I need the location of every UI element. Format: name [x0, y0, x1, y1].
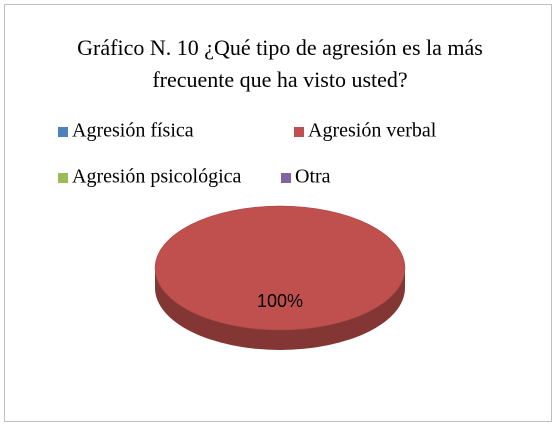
slice [154, 205, 406, 331]
data-label: 100% [257, 291, 303, 311]
legend-label: Agresión física [72, 120, 194, 142]
legend-label: Agresión verbal [308, 120, 437, 142]
legend-swatch [58, 173, 68, 183]
legend-label: Otra [295, 166, 331, 188]
legend-swatch [58, 127, 68, 137]
slice-side [155, 268, 405, 350]
chart-title: Gráfico N. 10 ¿Qué tipo de agresión es l… [77, 35, 483, 92]
chart-frame [4, 4, 552, 422]
legend-swatch [294, 127, 304, 137]
legend-swatch [281, 173, 291, 183]
legend-label: Agresión psicológica [72, 166, 242, 188]
